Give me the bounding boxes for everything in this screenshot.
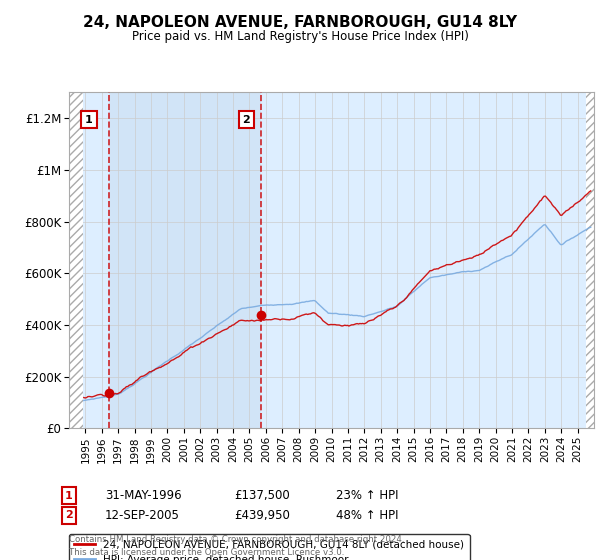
Text: 23% ↑ HPI: 23% ↑ HPI	[336, 489, 398, 502]
Text: 2: 2	[242, 115, 250, 124]
Text: Contains HM Land Registry data © Crown copyright and database right 2024.
This d: Contains HM Land Registry data © Crown c…	[69, 535, 404, 557]
Bar	[586, 92, 594, 428]
Bar	[69, 92, 83, 428]
Text: 31-MAY-1996: 31-MAY-1996	[105, 489, 182, 502]
Text: 48% ↑ HPI: 48% ↑ HPI	[336, 508, 398, 522]
Text: 1: 1	[65, 491, 73, 501]
Bar	[109, 92, 261, 428]
Text: 1: 1	[85, 115, 93, 124]
Text: 24, NAPOLEON AVENUE, FARNBOROUGH, GU14 8LY: 24, NAPOLEON AVENUE, FARNBOROUGH, GU14 8…	[83, 15, 517, 30]
Bar	[586, 92, 594, 428]
Text: 2: 2	[65, 510, 73, 520]
Text: £439,950: £439,950	[234, 508, 290, 522]
Text: 12-SEP-2005: 12-SEP-2005	[105, 508, 180, 522]
Legend: 24, NAPOLEON AVENUE, FARNBOROUGH, GU14 8LY (detached house), HPI: Average price,: 24, NAPOLEON AVENUE, FARNBOROUGH, GU14 8…	[69, 534, 470, 560]
Bar	[69, 92, 83, 428]
Text: £137,500: £137,500	[234, 489, 290, 502]
Text: Price paid vs. HM Land Registry's House Price Index (HPI): Price paid vs. HM Land Registry's House …	[131, 30, 469, 43]
